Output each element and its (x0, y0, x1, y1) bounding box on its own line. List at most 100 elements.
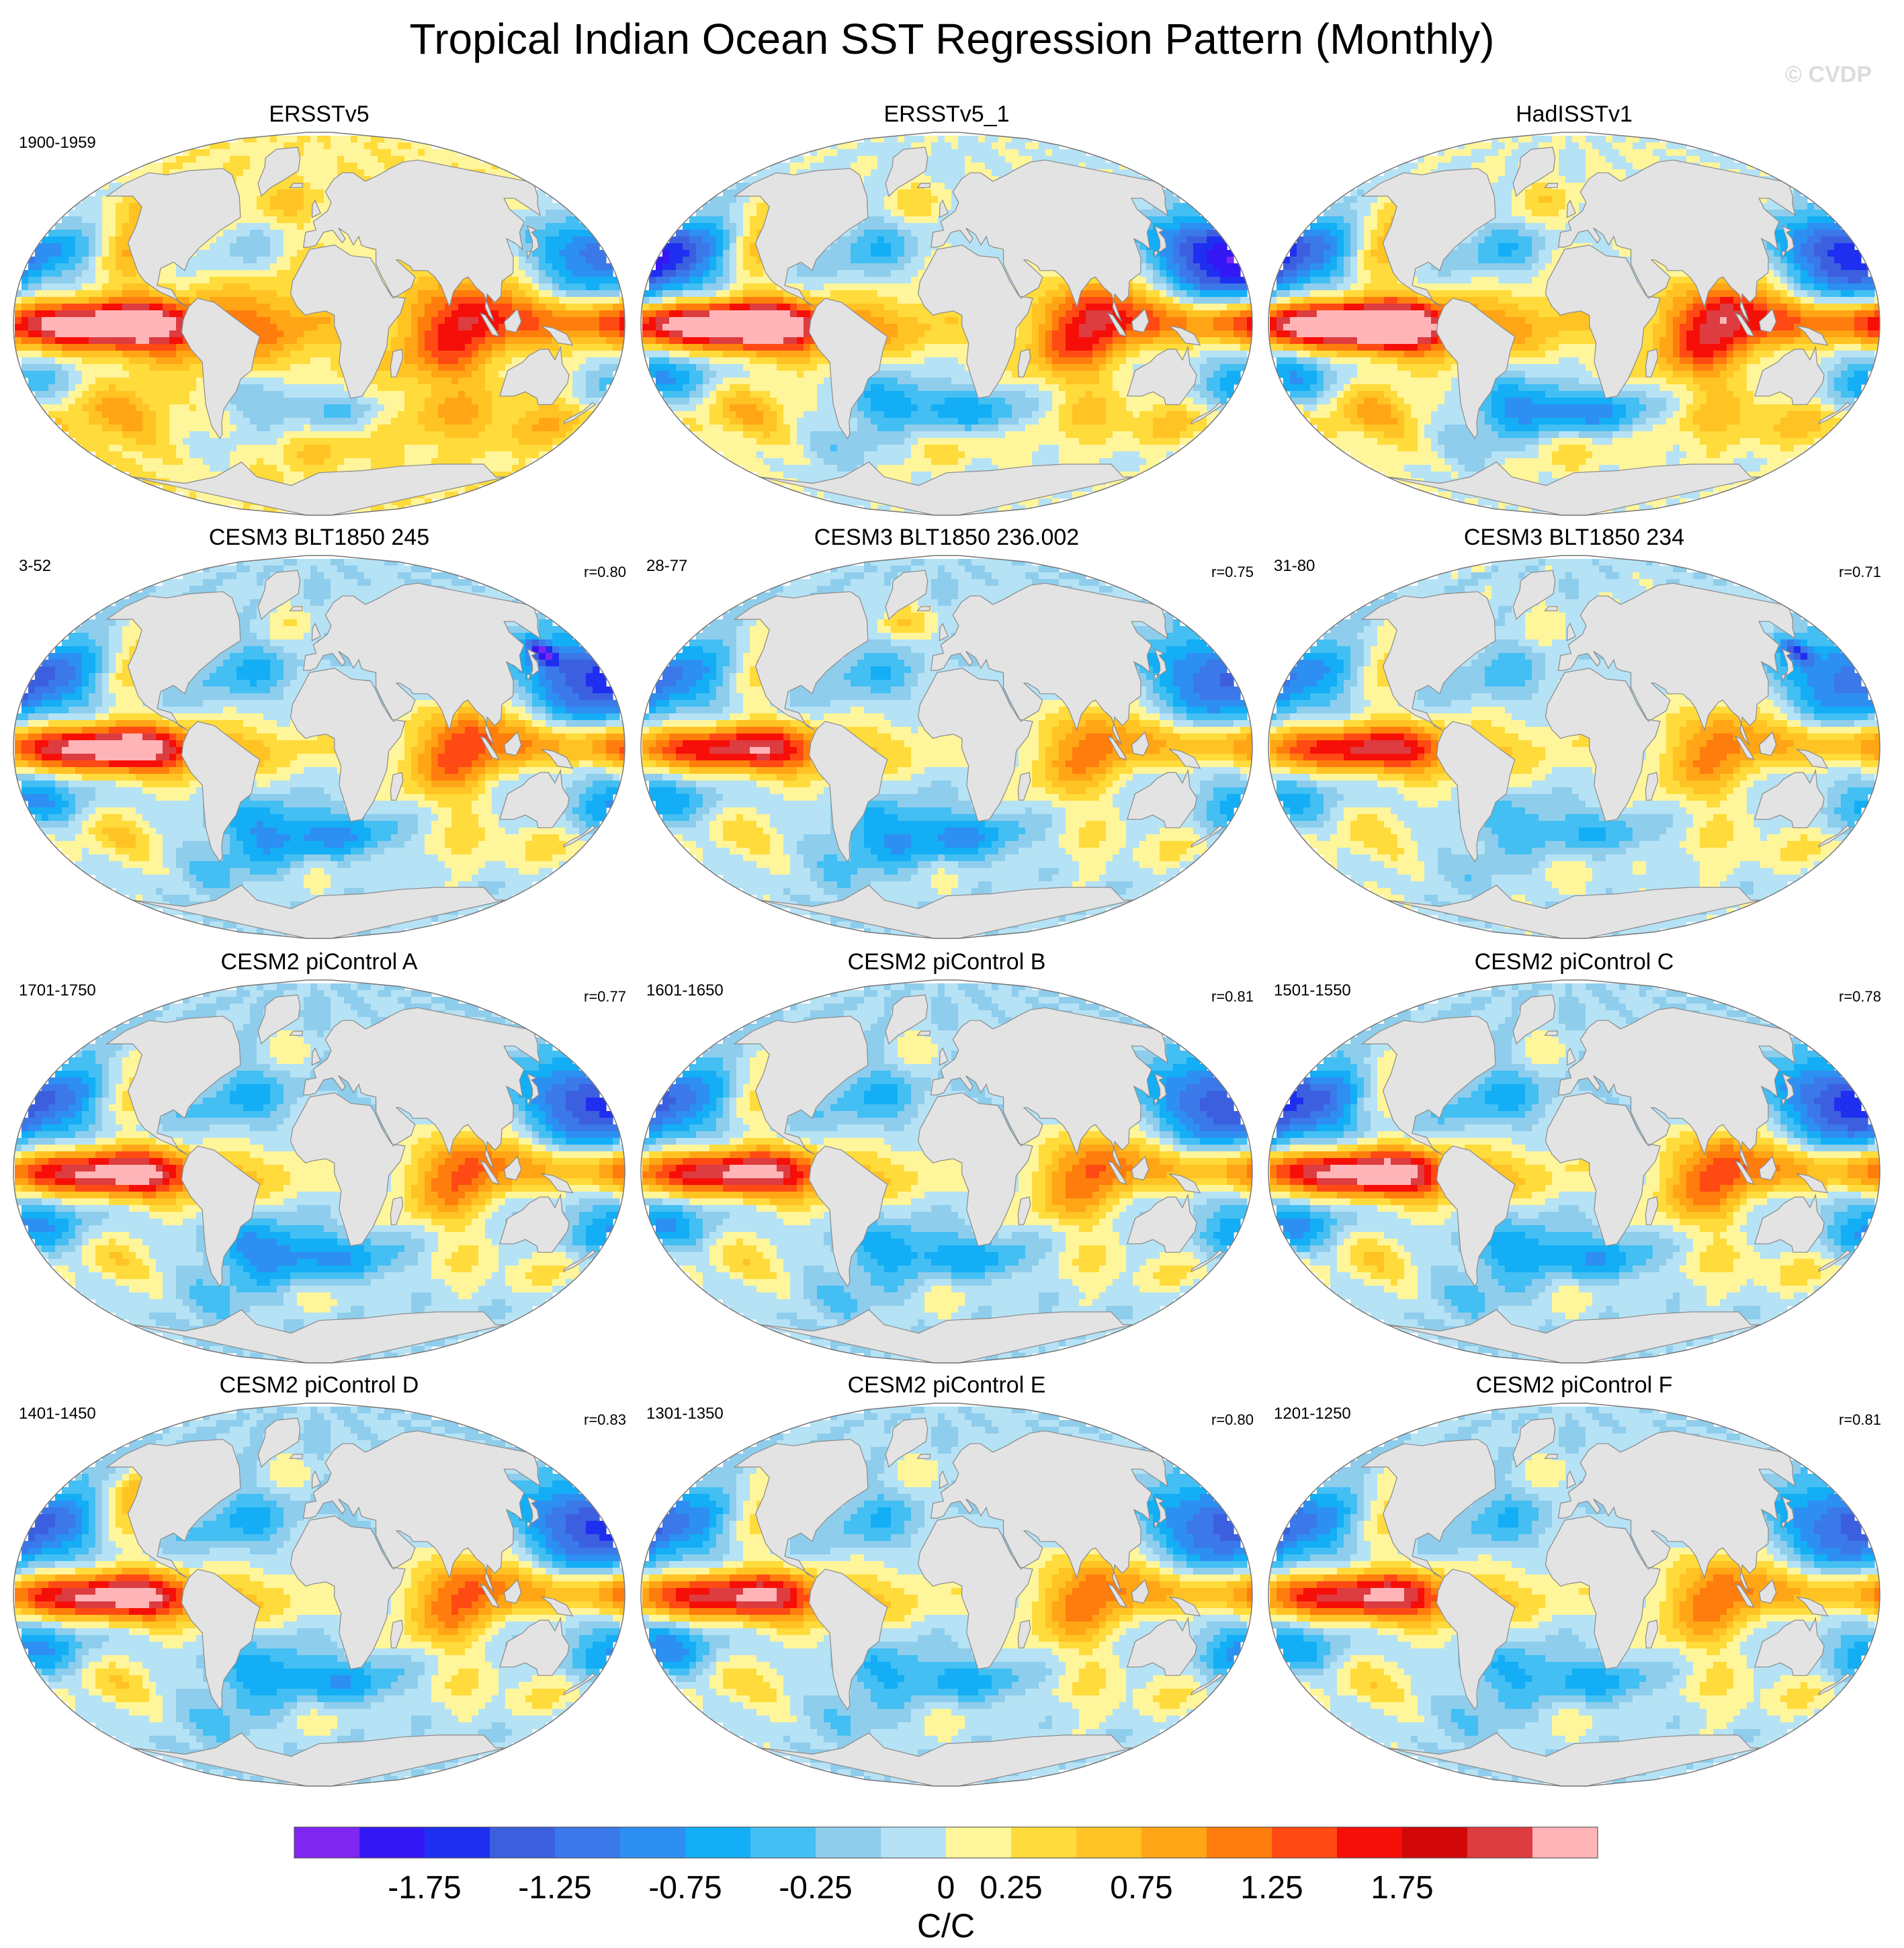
panel-correlation: r=0.81 (1839, 1411, 1881, 1429)
continents (105, 994, 597, 1363)
globe-outline (13, 132, 625, 516)
colorbar-swatch (1532, 1827, 1598, 1858)
panel-years: 1401-1450 (19, 1404, 96, 1424)
world-map (13, 132, 625, 516)
world-map (13, 555, 625, 939)
colorbar-tick-label: 0 (937, 1870, 955, 1906)
panel-title: HadISSTv1 (1263, 101, 1885, 128)
sst-field (1270, 983, 1880, 1363)
panel-years: 1601-1650 (646, 981, 724, 1001)
sst-field (642, 983, 1252, 1363)
panel-correlation: r=0.81 (1211, 987, 1254, 1006)
world-map (1268, 979, 1880, 1364)
globe-outline (640, 979, 1253, 1364)
colorbar-swatch (1207, 1827, 1272, 1858)
map-panel: CESM2 piControl B 1601-1650 r=0.81 (636, 948, 1258, 1378)
globe-outline (13, 1403, 625, 1787)
world-map (1268, 132, 1880, 516)
continents (733, 994, 1224, 1363)
colorbar-tick-label: 1.25 (1240, 1870, 1303, 1906)
colorbar-swatch (1011, 1827, 1077, 1858)
sst-field (642, 136, 1252, 515)
map-panel: ERSSTv5 1900-1959 (8, 101, 630, 531)
map-panel: CESM2 piControl A 1701-1750 r=0.77 (8, 948, 630, 1378)
panel-title: CESM2 piControl C (1263, 948, 1885, 975)
panel-correlation: r=0.80 (1211, 1411, 1254, 1429)
world-map (13, 1403, 625, 1787)
sst-field (15, 136, 625, 515)
map-panel: CESM3 BLT1850 245 3-52 r=0.80 (8, 524, 630, 954)
colorbar-frame (294, 1826, 1598, 1859)
colorbar-tick-label: -0.75 (648, 1870, 722, 1906)
panel-years: 1900-1959 (19, 133, 96, 153)
globe-outline (640, 555, 1253, 939)
colorbar-swatch (620, 1827, 686, 1858)
panel-correlation: r=0.71 (1839, 563, 1881, 582)
panel-correlation: r=0.80 (584, 563, 626, 582)
sst-field (1270, 136, 1880, 515)
continents (105, 1417, 597, 1786)
colorbar-swatch (359, 1827, 425, 1858)
panel-title: CESM2 piControl F (1263, 1372, 1885, 1399)
colorbar-swatch (816, 1827, 881, 1858)
panel-years: 1201-1250 (1274, 1404, 1351, 1424)
panel-title: CESM3 BLT1850 245 (8, 524, 630, 551)
world-map (1268, 555, 1880, 939)
colorbar-swatch (685, 1827, 751, 1858)
colorbar-swatch (1467, 1827, 1533, 1858)
colorbar-swatch (1402, 1827, 1468, 1858)
map-panel: CESM3 BLT1850 234 31-80 r=0.71 (1263, 524, 1885, 954)
colorbar-tick-label: -1.25 (518, 1870, 591, 1906)
panel-correlation: r=0.75 (1211, 563, 1254, 582)
panel-title: CESM2 piControl B (636, 948, 1258, 975)
map-panel: CESM2 piControl E 1301-1350 r=0.80 (636, 1372, 1258, 1802)
panel-title: ERSSTv5_1 (636, 101, 1258, 128)
sst-field (1270, 559, 1880, 938)
panel-correlation: r=0.77 (584, 987, 626, 1006)
panel-title: CESM3 BLT1850 236.002 (636, 524, 1258, 551)
colorbar-swatch (946, 1827, 1012, 1858)
continents (105, 146, 597, 515)
panel-years: 1501-1550 (1274, 981, 1351, 1001)
colorbar-swatch (881, 1827, 947, 1858)
continents (1360, 994, 1852, 1363)
colorbar-tick-label: 0.25 (980, 1870, 1042, 1906)
panel-correlation: r=0.83 (584, 1411, 626, 1429)
globe-outline (1268, 1403, 1880, 1787)
continents (733, 570, 1224, 938)
globe-outline (1268, 555, 1880, 939)
colorbar-swatch (294, 1827, 360, 1858)
continents (105, 570, 597, 938)
world-map (640, 555, 1253, 939)
continents (733, 146, 1224, 515)
panel-title: ERSSTv5 (8, 101, 630, 128)
continents (733, 1417, 1224, 1786)
sst-field (15, 559, 625, 938)
continents (1360, 1417, 1852, 1786)
panel-correlation: r=0.78 (1839, 987, 1881, 1006)
panel-years: 28-77 (646, 556, 687, 576)
colorbar-swatch (1272, 1827, 1338, 1858)
sst-field (15, 1407, 625, 1786)
colorbar-tick-label: 1.75 (1371, 1870, 1433, 1906)
continents (1360, 570, 1852, 938)
map-panel: CESM2 piControl D 1401-1450 r=0.83 (8, 1372, 630, 1802)
map-panel: HadISSTv1 (1263, 101, 1885, 531)
map-panel: CESM2 piControl C 1501-1550 r=0.78 (1263, 948, 1885, 1378)
globe-outline (13, 979, 625, 1364)
world-map (640, 979, 1253, 1364)
colorbar-swatch (425, 1827, 490, 1858)
colorbar-swatch (1337, 1827, 1403, 1858)
map-panel: ERSSTv5_1 (636, 101, 1258, 531)
colorbar-swatch (750, 1827, 816, 1858)
colorbar-swatch (1076, 1827, 1142, 1858)
colorbar-units-label: C/C (917, 1907, 975, 1945)
sst-field (1270, 1407, 1880, 1786)
colorbar-swatch (1141, 1827, 1207, 1858)
map-panel: CESM3 BLT1850 236.002 28-77 r=0.75 (636, 524, 1258, 954)
panel-title: CESM2 piControl D (8, 1372, 630, 1399)
globe-outline (1268, 132, 1880, 516)
sst-field (642, 1407, 1252, 1786)
globe-outline (640, 1403, 1253, 1787)
colorbar-tick-label: -0.25 (779, 1870, 852, 1906)
